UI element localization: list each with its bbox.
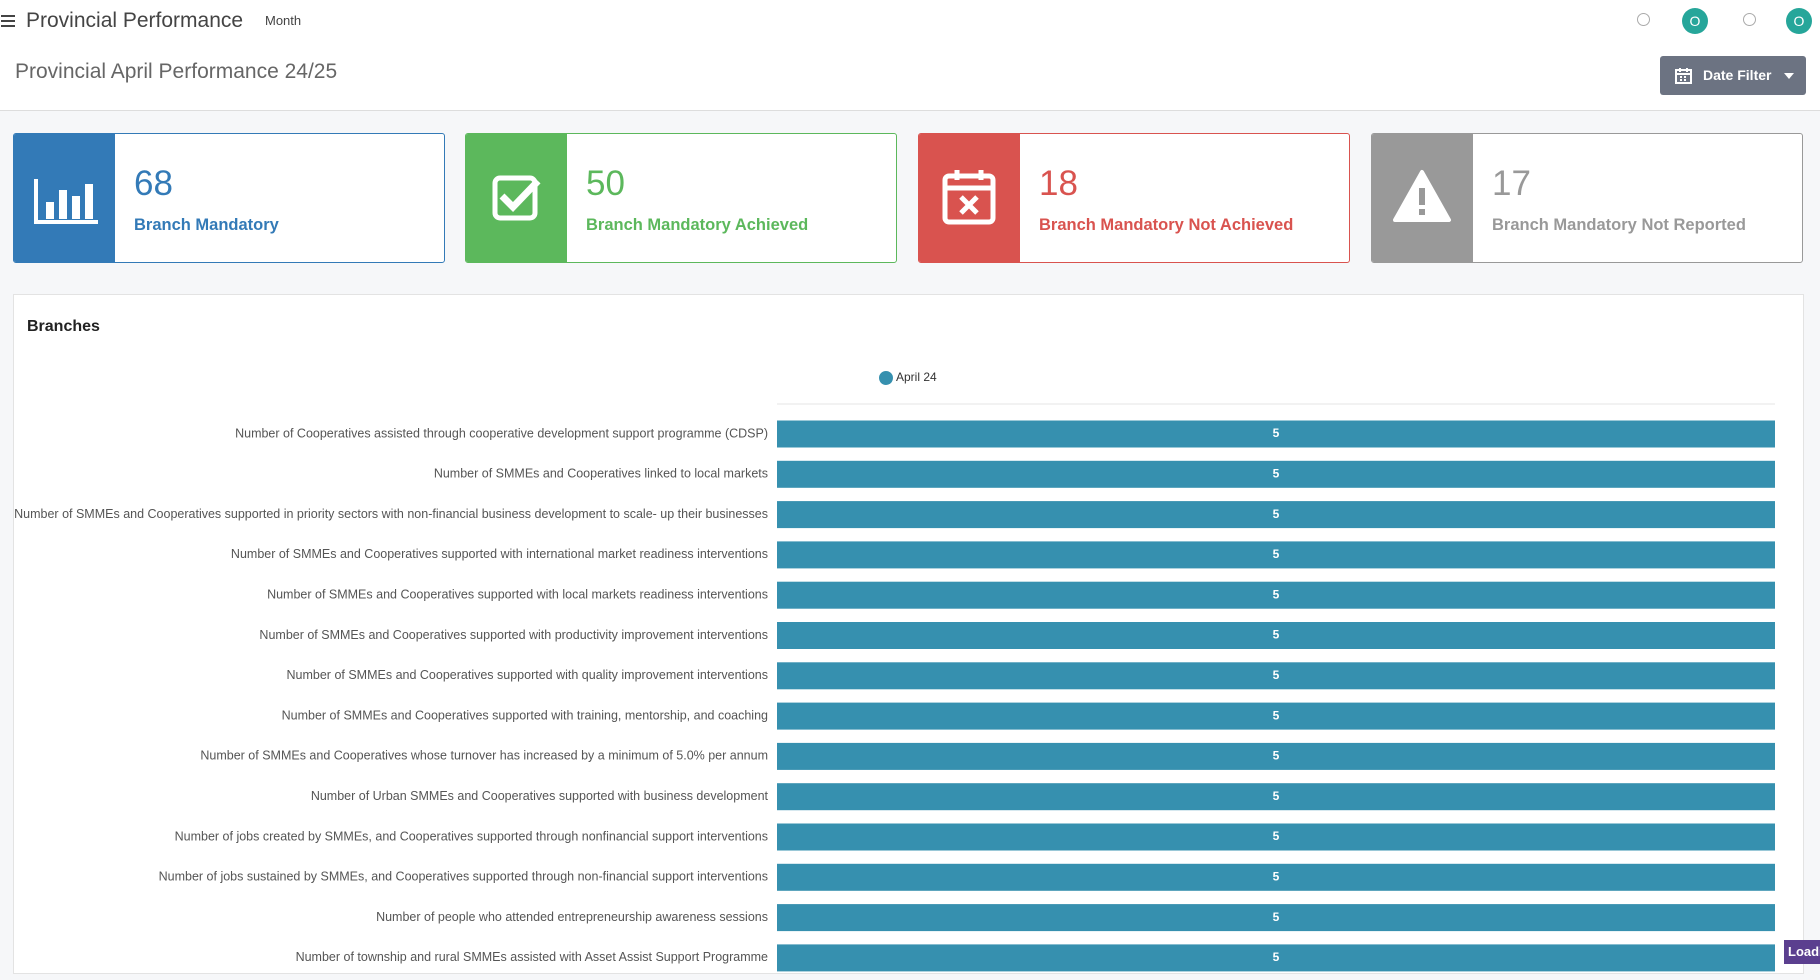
bar-value-label: 5 [1273,789,1280,803]
bar [777,863,1775,891]
kpi-card: 68 Branch Mandatory [13,133,445,263]
avatar[interactable]: O [1682,8,1708,34]
y-tick-label: Number of SMMEs and Cooperatives support… [231,547,768,561]
kpi-value: 50 [586,164,625,203]
bar [777,662,1775,690]
bar-value-label: 5 [1273,829,1280,843]
bar-value-label: 5 [1273,910,1280,924]
y-tick-label: Number of SMMEs and Cooperatives linked … [434,467,768,481]
bar [777,622,1775,649]
bar-value-label: 5 [1273,426,1280,440]
kpi-icon [1372,134,1473,262]
menu-icon[interactable] [0,14,16,28]
bar [777,742,1775,770]
y-tick-label: Number of SMMEs and Cooperatives whose t… [200,749,768,763]
bar [777,541,1775,569]
page-title: Provincial April Performance 24/25 [15,60,338,83]
bar [777,904,1775,932]
bar-value-label: 5 [1273,668,1280,682]
date-filter-button[interactable]: Date Filter [1660,56,1806,95]
y-tick-label: Number of people who attended entreprene… [376,910,768,924]
kpi-icon [14,134,115,262]
period-menu[interactable]: Month [265,13,302,28]
bar [777,420,1775,448]
bar [777,823,1775,851]
kpi-label: Branch Mandatory [134,216,279,234]
bar-value-label: 5 [1273,628,1280,642]
chart-title: Branches [27,318,100,335]
y-tick-label: Number of SMMEs and Cooperatives support… [14,507,768,521]
kpi-value: 68 [134,164,173,203]
activity-icon[interactable] [1637,13,1650,26]
bar [777,460,1775,488]
date-filter-label: Date Filter [1703,67,1772,83]
kpi-icon [919,134,1020,262]
bar-value-label: 5 [1273,547,1280,561]
y-tick-label: Number of SMMEs and Cooperatives support… [267,587,768,601]
kpi-card: 18 Branch Mandatory Not Achieved [918,133,1350,263]
y-tick-label: Number of SMMEs and Cooperatives support… [282,708,768,722]
calendar-icon [1675,68,1692,84]
top-bar: Provincial Performance Month O O [0,0,1820,44]
bar-value-label: 5 [1273,749,1280,763]
bar [777,783,1775,811]
chart: Branches April 24 Number of Cooperatives … [14,318,1775,972]
page-header: Provincial April Performance 24/25 [0,44,1820,111]
y-tick-label: Number of SMMEs and Cooperatives support… [287,668,768,682]
y-tick-label: Number of Urban SMMEs and Cooperatives s… [311,789,769,803]
bar-value-label: 5 [1273,466,1280,480]
kpi-icon [466,134,567,262]
bar-value-label: 5 [1273,869,1280,883]
bar-value-label: 5 [1273,950,1280,964]
y-tick-label: Number of township and rural SMMEs assis… [296,950,768,964]
bar-value-label: 5 [1273,507,1280,521]
bar-value-label: 5 [1273,708,1280,722]
kpi-card: 17 Branch Mandatory Not Reported [1371,133,1803,263]
loading-badge: Loadi [1784,940,1820,964]
kpi-label: Branch Mandatory Not Reported [1492,216,1746,234]
legend-label: April 24 [896,370,937,384]
kpi-value: 18 [1039,164,1078,203]
caret [1784,73,1794,79]
chart-panel: Branches April 24 Number of Cooperatives … [13,294,1804,974]
app-title: Provincial Performance [26,9,244,32]
bar [777,702,1775,730]
kpi-label: Branch Mandatory Achieved [586,216,809,234]
bar [777,581,1775,609]
avatar[interactable]: O [1786,8,1812,34]
activity-icon[interactable] [1743,13,1756,26]
kpi-card: 50 Branch Mandatory Achieved [465,133,897,263]
y-tick-label: Number of jobs created by SMMEs, and Coo… [175,829,768,843]
y-tick-label: Number of SMMEs and Cooperatives support… [259,628,768,642]
y-tick-label: Number of jobs sustained by SMMEs, and C… [159,870,768,884]
kpi-label: Branch Mandatory Not Achieved [1039,216,1294,234]
legend-marker [879,371,893,385]
kpi-value: 17 [1492,164,1531,203]
bar-value-label: 5 [1273,587,1280,601]
y-tick-label: Number of Cooperatives assisted through … [235,426,768,440]
bar [777,501,1775,529]
